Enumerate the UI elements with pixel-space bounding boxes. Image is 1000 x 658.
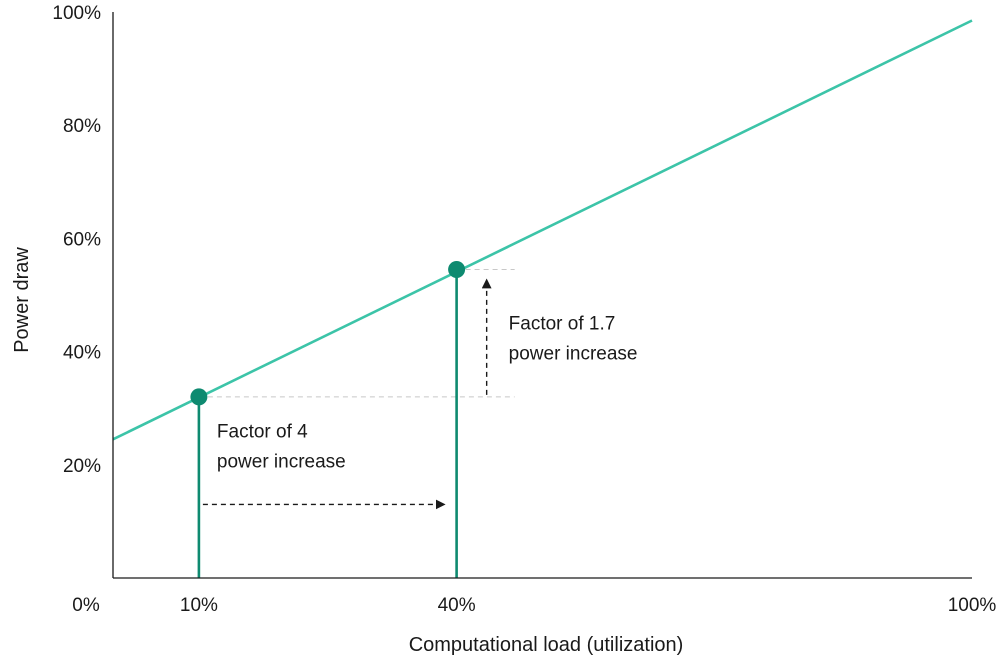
annotation-line-1-1: power increase bbox=[509, 344, 638, 365]
y-tick-label-4: 100% bbox=[52, 3, 101, 24]
guide-lines bbox=[198, 269, 515, 398]
x-tick-label-2: 40% bbox=[438, 595, 476, 616]
annotation-text-0: Factor of 4 power increase bbox=[217, 421, 346, 472]
x-tick-label-3: 100% bbox=[948, 595, 997, 616]
x-axis-label: Computational load (utilization) bbox=[409, 634, 684, 656]
y-tick-label-1: 40% bbox=[63, 343, 101, 364]
x-tick-label-0: 0% bbox=[72, 595, 100, 616]
annotation-line-0-1: power increase bbox=[217, 451, 346, 472]
annotation-text-1: Factor of 1.7 power increase bbox=[509, 314, 638, 365]
series-lines bbox=[112, 19, 973, 441]
data-point-0 bbox=[190, 388, 208, 406]
annotation-arrows bbox=[202, 278, 492, 510]
y-axis-label: Power draw bbox=[11, 247, 33, 353]
y-tick-label-3: 80% bbox=[63, 116, 101, 137]
axes bbox=[112, 12, 972, 579]
x-tick-labels: 0% 10% 40% 100% bbox=[72, 595, 996, 616]
highlighted-points bbox=[190, 261, 466, 406]
y-tick-label-0: 20% bbox=[63, 456, 101, 477]
x-tick-label-1: 10% bbox=[180, 595, 218, 616]
annotation-line-1-0: Factor of 1.7 bbox=[509, 314, 616, 335]
annotation-line-0-0: Factor of 4 bbox=[217, 421, 308, 442]
annotation-texts: Factor of 4 power increase Factor of 1.7 po… bbox=[217, 314, 638, 473]
data-point-1 bbox=[448, 261, 466, 279]
y-tick-label-2: 60% bbox=[63, 229, 101, 250]
y-tick-labels: 20% 40% 60% 80% 100% bbox=[52, 3, 101, 477]
series-line-0 bbox=[112, 19, 973, 441]
highlight-stems bbox=[197, 269, 458, 578]
